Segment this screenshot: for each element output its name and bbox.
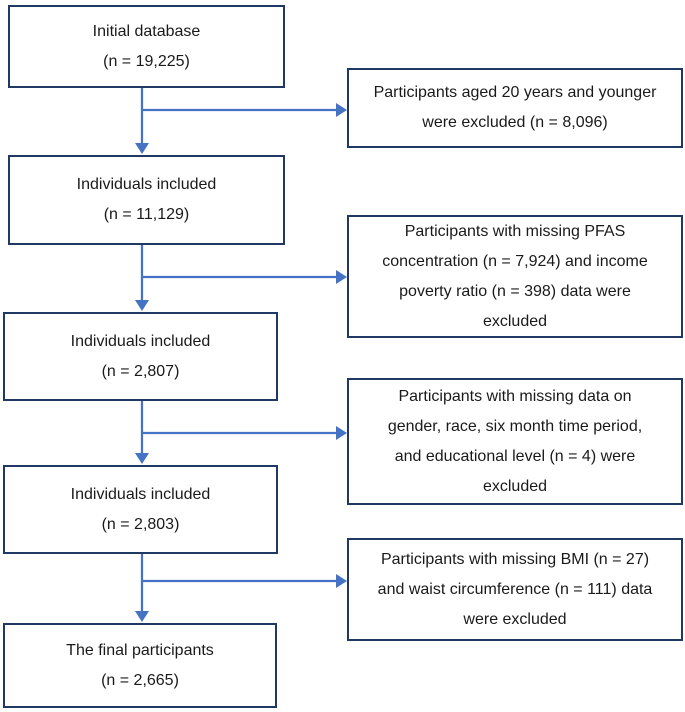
box-label: Individuals included bbox=[70, 332, 211, 350]
exclusion-text: Participants with missing data on gender… bbox=[387, 387, 643, 495]
right-arrowhead-icon bbox=[336, 103, 347, 117]
right-arrowhead-icon bbox=[336, 574, 347, 588]
flow-box-initial-database: Initial database (n = 19,225) bbox=[8, 5, 285, 88]
box-count: (n = 2,803) bbox=[101, 515, 180, 533]
box-label: Individuals included bbox=[76, 176, 217, 193]
exclusion-box-age: Participants aged 20 years and younger w… bbox=[347, 68, 683, 148]
connector-step-4 bbox=[135, 554, 347, 622]
exclusion-box-demographics: Participants with missing data on gender… bbox=[347, 378, 683, 505]
connector-step-1 bbox=[135, 88, 347, 154]
flow-box-final-participants: The final participants (n = 2,665) bbox=[3, 623, 277, 708]
exclusion-box-bmi-waist: Participants with missing BMI (n = 27) a… bbox=[347, 538, 683, 641]
flow-box-included-2803: Individuals included (n = 2,803) bbox=[3, 465, 278, 554]
exclusion-box-pfas-income: Participants with missing PFAS concentra… bbox=[347, 215, 683, 338]
box-label: The final participants bbox=[66, 641, 214, 659]
exclusion-text: Participants aged 20 years and younger w… bbox=[373, 84, 657, 131]
flow-box-included-2807: Individuals included (n = 2,807) bbox=[3, 312, 278, 401]
down-arrowhead-icon bbox=[135, 453, 149, 464]
connector-step-3 bbox=[135, 401, 347, 464]
box-count: (n = 11,129) bbox=[103, 206, 190, 223]
flow-box-included-11129: Individuals included (n = 11,129) bbox=[8, 155, 285, 245]
box-count: (n = 19,225) bbox=[103, 52, 190, 70]
down-arrowhead-icon bbox=[135, 143, 149, 154]
exclusion-text: Participants with missing PFAS concentra… bbox=[382, 222, 648, 330]
exclusion-text: Participants with missing BMI (n = 27) a… bbox=[377, 550, 653, 628]
box-count: (n = 2,665) bbox=[101, 671, 179, 689]
down-arrowhead-icon bbox=[135, 300, 149, 311]
right-arrowhead-icon bbox=[336, 426, 347, 440]
box-label: Individuals included bbox=[70, 485, 211, 503]
box-label: Initial database bbox=[92, 22, 201, 40]
down-arrowhead-icon bbox=[135, 611, 149, 622]
right-arrowhead-icon bbox=[336, 270, 347, 284]
connector-step-2 bbox=[135, 245, 347, 311]
box-count: (n = 2,807) bbox=[101, 362, 180, 380]
